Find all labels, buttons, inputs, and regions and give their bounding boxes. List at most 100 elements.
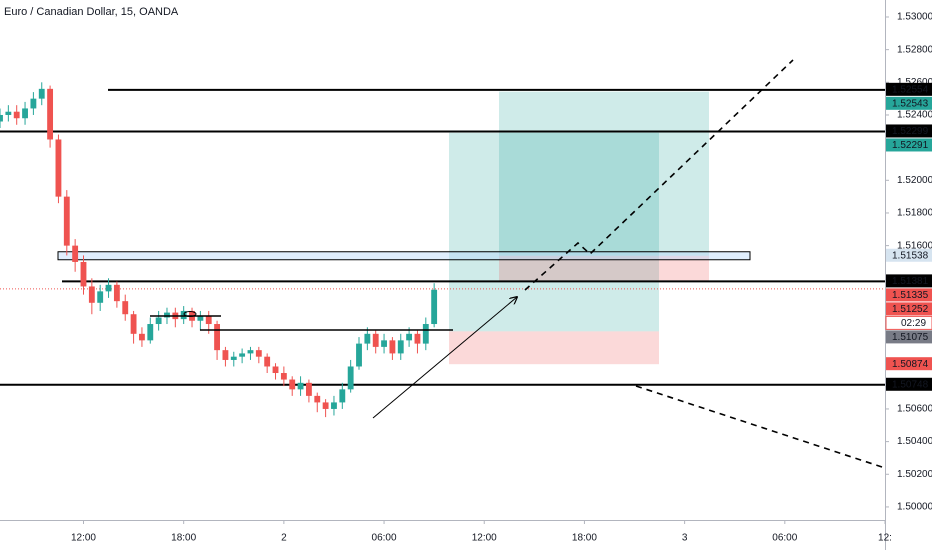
candle-body (80, 261, 87, 287)
candle-body (205, 315, 212, 325)
candle-body (414, 333, 421, 344)
candle-body (22, 108, 28, 119)
candle-body (255, 350, 262, 357)
y-tick-label: 1.52400 (897, 110, 932, 121)
candle-body (214, 324, 220, 351)
candle-body (139, 333, 145, 341)
price-tag-label: 1.51381 (892, 276, 929, 287)
y-tick-label: 1.52600 (897, 77, 932, 88)
zone-rectangle (57, 251, 751, 261)
candle-body (105, 284, 112, 292)
candle-body (164, 312, 170, 318)
price-tag (886, 302, 932, 316)
candle-body (305, 382, 312, 396)
marks (0, 82, 885, 418)
x-tick-label: 18:00 (171, 533, 196, 544)
candle-body (180, 310, 187, 320)
y-tick-label: 1.53000 (897, 12, 932, 23)
candle-body (63, 196, 70, 246)
y-tick-label: 1.52000 (897, 175, 932, 186)
candle-body (13, 111, 20, 119)
x-tick-label: 06:00 (772, 533, 797, 544)
candle-body (55, 139, 62, 197)
price-tag (886, 357, 932, 371)
candle-body (239, 353, 246, 357)
candle-body (147, 324, 154, 341)
candle-body (356, 343, 362, 367)
candle-body (155, 317, 162, 325)
price-tag-label: 1.50874 (892, 359, 929, 370)
candle-body (339, 389, 346, 403)
candle-body (372, 333, 379, 347)
x-tick-label: 12: (878, 533, 892, 544)
price-tag (886, 377, 932, 391)
candle-body (5, 111, 12, 115)
price-tag-label: 1.52299 (892, 126, 929, 137)
candle-body (314, 395, 321, 403)
x-tick-label: 06:00 (372, 533, 397, 544)
profit-zone (499, 91, 709, 256)
loss-zone (449, 331, 659, 365)
candle-body (30, 98, 37, 109)
countdown-tag (885, 315, 932, 330)
candle-body (280, 373, 287, 380)
candle-body (247, 350, 254, 354)
projection-up (524, 59, 794, 291)
price-tag-label: 1.52554 (892, 84, 929, 95)
price-tag (886, 274, 932, 288)
y-tick-label: 1.50600 (897, 404, 932, 415)
candle-body (406, 333, 413, 341)
price-tag (886, 124, 932, 138)
candle-body (0, 114, 3, 122)
candle-body (230, 356, 237, 360)
candle-body (222, 350, 229, 360)
price-tag (886, 288, 932, 302)
axes: 1.53000 1.52800 1.52600 1.52400 1.52000 1.518… (71, 12, 932, 544)
price-tag (886, 138, 932, 152)
price-tag-label: 1.52543 (892, 98, 929, 109)
y-tick-label: 1.50400 (897, 436, 932, 447)
y-tick-label: 1.50000 (897, 502, 932, 513)
x-tick-label: 18:00 (572, 533, 597, 544)
price-tag (886, 330, 932, 344)
candle-body (381, 340, 387, 347)
position-boxes (449, 91, 709, 365)
candle-body (289, 379, 296, 390)
candle-body (422, 324, 429, 344)
x-tick-label: 12:00 (71, 533, 96, 544)
price-tag-label: 1.51538 (892, 250, 929, 261)
price-tag-label: 1.51252 (892, 304, 929, 315)
candle-body (130, 314, 137, 334)
price-tag-label: 1.50748 (892, 379, 929, 390)
x-tick-label: 2 (281, 533, 287, 544)
y-tick-label: 1.52800 (897, 44, 932, 55)
countdown-label: 02:29 (901, 318, 926, 329)
chart-title: Euro / Canadian Dollar, 15, OANDA (4, 6, 179, 18)
candle-body (322, 402, 329, 409)
candle-body (264, 356, 271, 367)
candle-body (113, 284, 120, 302)
price-tag (886, 82, 932, 96)
candle-body (72, 245, 79, 262)
price-tag-label: 1.51075 (892, 332, 929, 343)
x-tick-label: 3 (682, 533, 688, 544)
y-tick-label: 1.51600 (897, 240, 932, 251)
price-tag-label: 1.52291 (892, 140, 929, 151)
candle-body (331, 402, 337, 409)
ellipse (183, 311, 197, 317)
candle-body (272, 366, 279, 374)
candle-body (397, 340, 404, 354)
candle-body (297, 382, 304, 390)
candle-body (47, 88, 54, 140)
candle-body (197, 315, 204, 321)
y-tick-label: 1.50200 (897, 469, 932, 480)
price-tag (886, 96, 932, 110)
candle-body (389, 340, 396, 354)
arrow (372, 297, 517, 419)
profit-zone (449, 132, 659, 332)
price-tag-label: 1.51335 (892, 290, 929, 301)
candle-body (38, 88, 45, 99)
